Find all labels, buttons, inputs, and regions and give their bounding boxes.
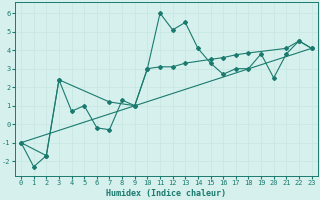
X-axis label: Humidex (Indice chaleur): Humidex (Indice chaleur): [106, 189, 226, 198]
